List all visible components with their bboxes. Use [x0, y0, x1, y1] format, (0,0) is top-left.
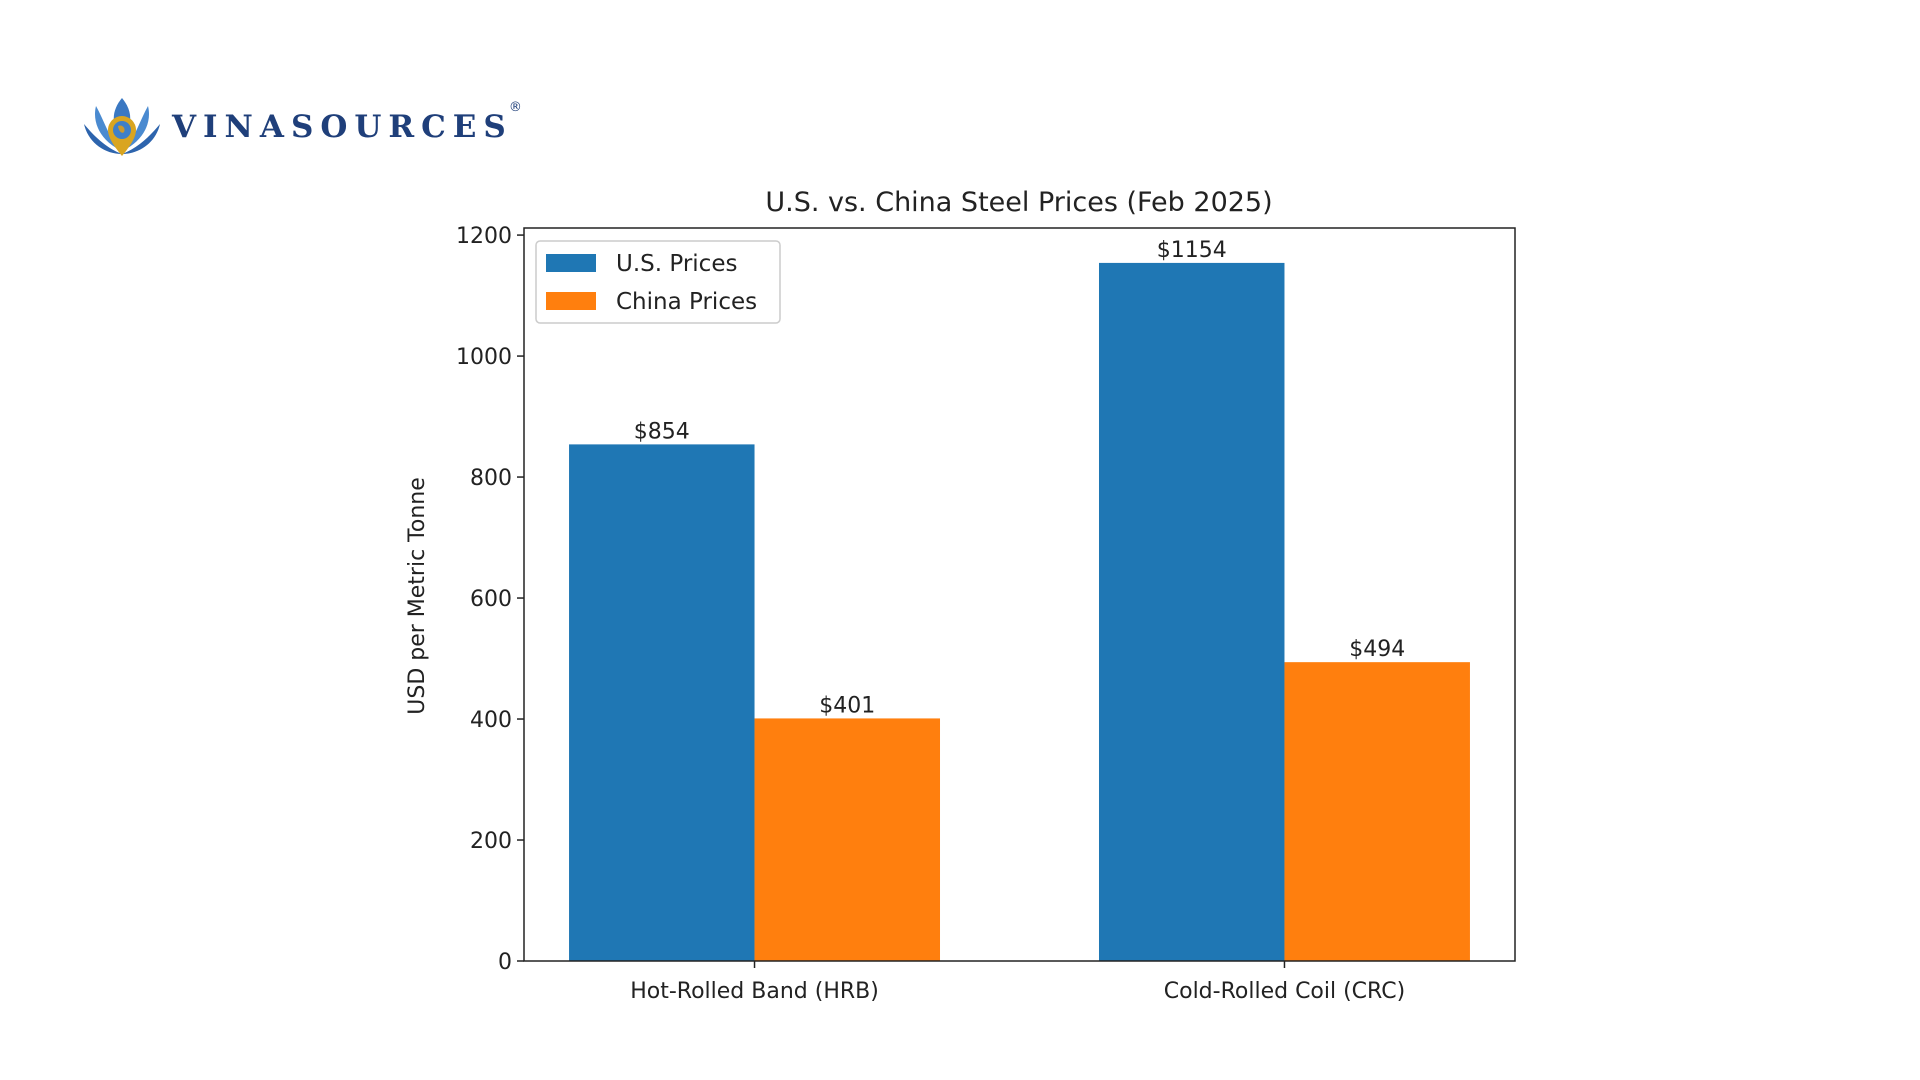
x-tick-label: Hot-Rolled Band (HRB): [630, 979, 879, 1004]
plot-frame: [523, 227, 1516, 962]
bar-china-0: [754, 718, 941, 961]
bar-value-label: $1154: [1157, 238, 1227, 263]
x-tick-label: Cold-Rolled Coil (CRC): [1164, 979, 1405, 1004]
bar-value-label: $854: [634, 419, 690, 444]
legend: U.S. Prices China Prices: [535, 240, 781, 324]
y-tick-label: 600: [470, 587, 512, 612]
lotus-globe-icon: [84, 98, 160, 156]
registered-mark: ®: [508, 99, 522, 115]
legend-label: China Prices: [616, 289, 757, 315]
logo-wordmark: VINASOURCES: [172, 109, 513, 145]
legend-swatch: [546, 254, 596, 272]
chart-title: U.S. vs. China Steel Prices (Feb 2025): [765, 187, 1272, 218]
legend-label: U.S. Prices: [616, 251, 737, 277]
y-tick-label: 200: [470, 829, 512, 854]
y-tick-label: 1200: [456, 224, 512, 249]
y-axis-label: USD per Metric Tonne: [405, 477, 430, 715]
legend-swatch: [546, 292, 596, 310]
y-tick-label: 800: [470, 466, 512, 491]
bar-value-label: $401: [819, 693, 875, 718]
legend-box: [535, 240, 781, 324]
bar-value-label: $494: [1349, 637, 1405, 662]
y-tick-label: 1000: [456, 345, 512, 370]
bar-us-0: [569, 444, 755, 961]
bar-china-1: [1284, 662, 1470, 961]
y-tick-label: 400: [470, 708, 512, 733]
vinasources-logo: VINASOURCES ®: [82, 96, 522, 158]
y-tick-label: 0: [498, 950, 512, 975]
bar-us-1: [1098, 262, 1285, 961]
